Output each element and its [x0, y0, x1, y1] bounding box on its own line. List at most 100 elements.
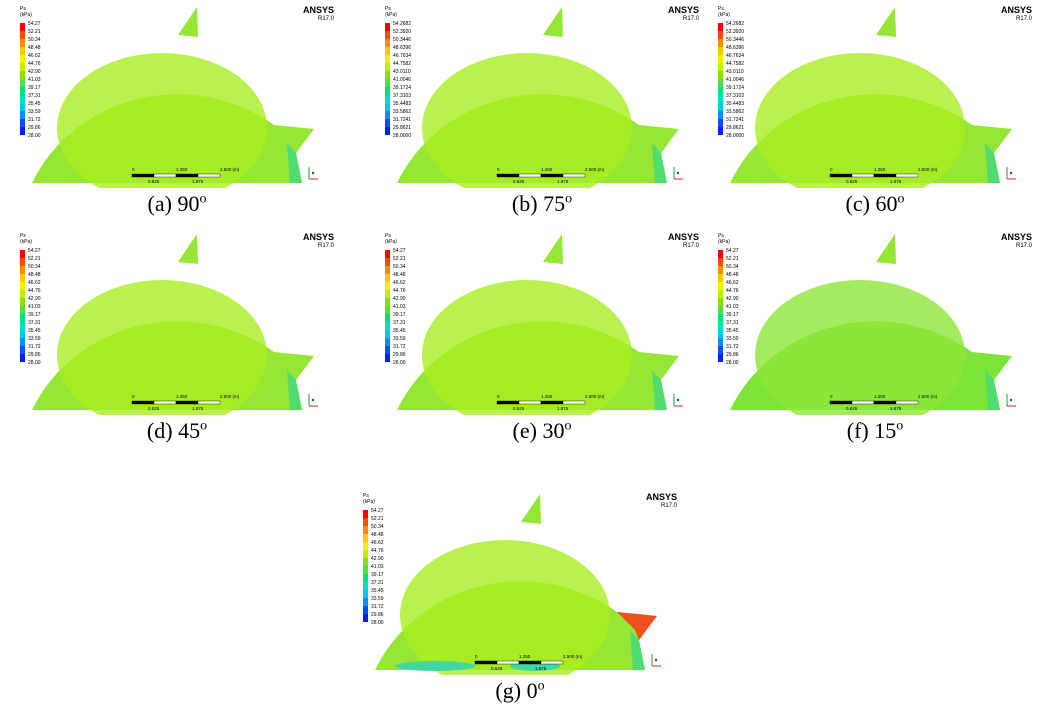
- legend-label: 31.72: [371, 604, 384, 610]
- legend-label: 39.17: [28, 312, 41, 318]
- legend-label: 48.48: [28, 45, 41, 51]
- legend-title: Ps: [718, 233, 724, 239]
- scale-bar: [540, 173, 564, 178]
- legend-label: 29.86: [393, 352, 406, 358]
- legend-label: 28.00: [28, 360, 41, 366]
- legend-label: 33.59: [28, 336, 41, 342]
- legend-label: 50.34: [726, 264, 739, 270]
- legend-label: 50.34: [28, 264, 41, 270]
- colorbar-segment: [718, 55, 723, 63]
- axis-z: [311, 171, 315, 175]
- caption-degree: o: [537, 678, 545, 694]
- colorbar-segment: [385, 55, 390, 63]
- scale-label: 0: [830, 394, 833, 399]
- legend-label: 31.72: [28, 344, 41, 350]
- legend-label: 33.5862: [726, 109, 744, 115]
- colorbar-segment: [20, 23, 25, 31]
- legend-label: 37.31: [28, 320, 41, 326]
- legend-label: 39.17: [371, 572, 384, 578]
- colorbar-segment: [385, 39, 390, 47]
- colorbar-segment: [20, 31, 25, 39]
- legend-unit: (kPa): [20, 239, 32, 245]
- inner-region: [57, 53, 267, 188]
- colorbar-segment: [718, 354, 723, 362]
- legend-label: 29.86: [726, 352, 739, 358]
- legend-label: 42.90: [28, 69, 41, 75]
- scale-label: 1.875: [192, 406, 204, 411]
- wall-band: [652, 370, 667, 410]
- scale-label: 2.500 (m): [918, 167, 938, 172]
- colorbar-segment: [20, 127, 25, 135]
- scale-bar: [851, 400, 875, 405]
- scale-bar: [496, 660, 520, 665]
- legend-label: 42.90: [28, 296, 41, 302]
- scale-bar: [131, 173, 155, 178]
- scale-bar: [197, 400, 221, 405]
- legend-label: 50.3446: [393, 37, 411, 43]
- scale-label: 0: [497, 394, 500, 399]
- colorbar-segment: [363, 558, 368, 566]
- legend-title: Ps: [385, 6, 391, 12]
- axis-z: [676, 171, 680, 175]
- colorbar-segment: [385, 87, 390, 95]
- scale-bar: [851, 173, 875, 178]
- scale-bar: [895, 173, 919, 178]
- caption: (d) 45o: [12, 418, 342, 444]
- colorbar-segment: [718, 346, 723, 354]
- inner-region: [755, 280, 965, 415]
- legend-label: 44.76: [393, 288, 406, 294]
- caption: (f) 15o: [710, 418, 1040, 444]
- scale-label: 0.625: [846, 179, 858, 184]
- colorbar-segment: [20, 87, 25, 95]
- legend-label: 54.27: [726, 248, 739, 254]
- legend-label: 28.0000: [726, 133, 744, 139]
- scale-label: 1.875: [557, 179, 569, 184]
- colorbar-segment: [385, 47, 390, 55]
- colorbar-segment: [363, 542, 368, 550]
- legend-label: 37.3103: [726, 93, 744, 99]
- scale-bar: [474, 660, 498, 665]
- colorbar-segment: [20, 298, 25, 306]
- scale-bar: [153, 400, 177, 405]
- colorbar-segment: [20, 322, 25, 330]
- legend-unit: (kPa): [385, 12, 397, 18]
- legend-label: 48.48: [393, 272, 406, 278]
- colorbar-segment: [20, 258, 25, 266]
- colorbar-segment: [20, 63, 25, 71]
- legend-label: 54.27: [371, 508, 384, 514]
- scale-bar: [496, 400, 520, 405]
- contour-panel: Ps(kPa) 54.2682 52.3920 50.3446 48.6396 46.76…: [718, 5, 1033, 188]
- legend-label: 33.59: [726, 336, 739, 342]
- legend-label: 31.7241: [393, 117, 411, 123]
- legend-label: 37.3103: [393, 93, 411, 99]
- colorbar-segment: [363, 598, 368, 606]
- scale-bar: [131, 400, 155, 405]
- legend-label: 35.45: [371, 588, 384, 594]
- colorbar-segment: [363, 582, 368, 590]
- caption-label: (c) 60: [845, 191, 898, 216]
- legend-title: Ps: [20, 6, 26, 12]
- caption: (e) 30o: [377, 418, 707, 444]
- contour-panel: Ps(kPa) 54.27 52.21 50.34 48.48 46.62 44.76 42.…: [363, 492, 678, 675]
- colorbar-segment: [363, 518, 368, 526]
- legend-label: 39.1724: [393, 85, 411, 91]
- colorbar-segment: [718, 31, 723, 39]
- legend-label: 54.2682: [393, 21, 411, 27]
- legend-label: 31.7241: [726, 117, 744, 123]
- contour-panel: Ps(kPa) 54.27 52.21 50.34 48.48 46.62 44.76 42.…: [385, 232, 700, 415]
- contour-panel: Ps(kPa) 54.2682 52.3920 50.3446 48.6396 46.76…: [385, 5, 700, 188]
- scale-bar: [540, 400, 564, 405]
- colorbar-segment: [363, 550, 368, 558]
- colorbar-segment: [718, 330, 723, 338]
- legend-label: 42.90: [371, 556, 384, 562]
- legend-label: 52.21: [726, 256, 739, 262]
- legend-label: 44.76: [28, 288, 41, 294]
- scale-bar: [518, 660, 542, 665]
- scale-bar: [197, 173, 221, 178]
- scale-label: 1.250: [519, 654, 531, 659]
- colorbar-segment: [20, 354, 25, 362]
- legend-label: 31.72: [28, 117, 41, 123]
- fin: [178, 7, 198, 37]
- colorbar-segment: [363, 510, 368, 518]
